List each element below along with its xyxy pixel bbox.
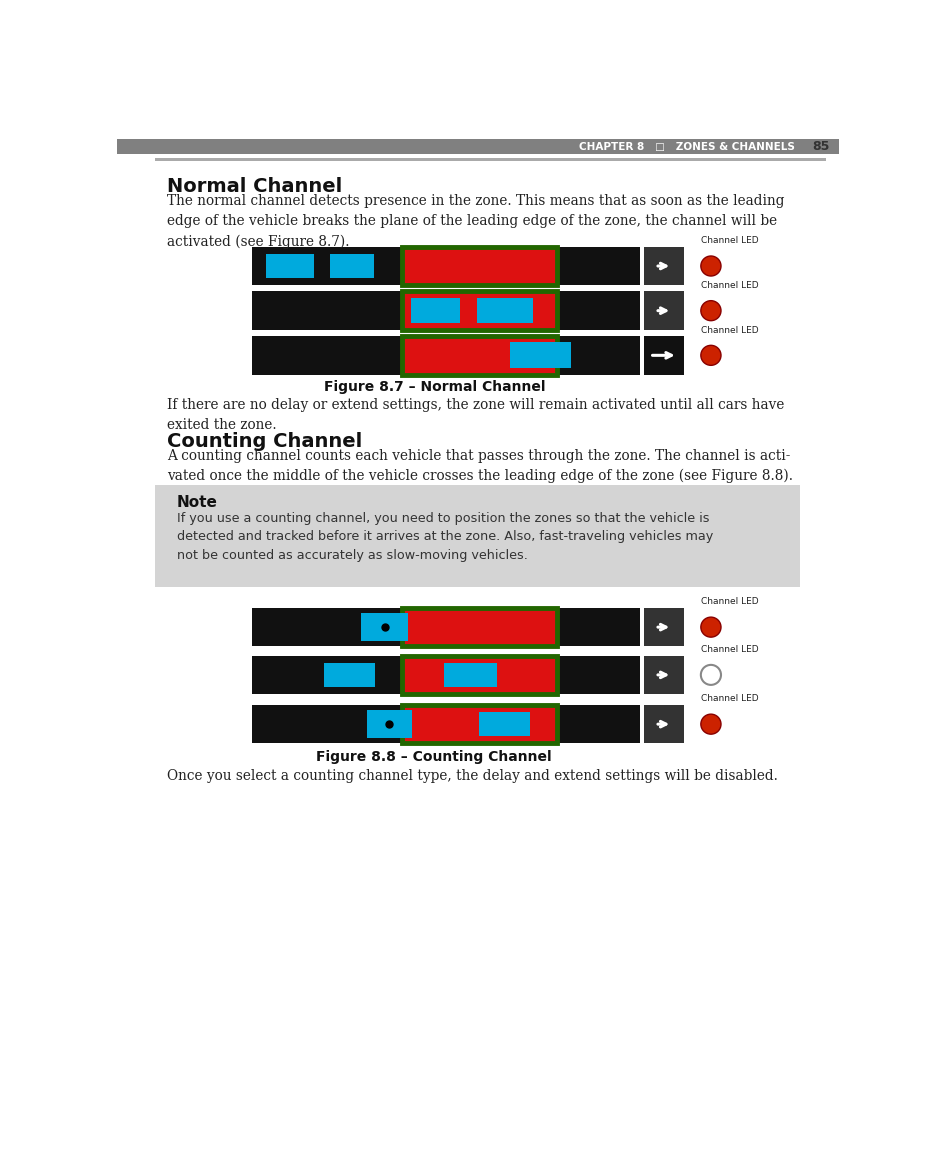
Text: Note: Note [177,494,218,510]
Text: A counting channel counts each vehicle that passes through the zone. The channel: A counting channel counts each vehicle t… [167,448,793,483]
Text: If you use a counting channel, you need to position the zones so that the vehicl: If you use a counting channel, you need … [177,512,713,562]
Bar [253,608,639,646]
Bar [330,254,374,278]
Bar [402,247,556,285]
Bar [402,608,556,646]
Text: Channel LED: Channel LED [701,598,759,607]
Text: Channel LED: Channel LED [701,281,759,290]
Text: CHAPTER 8   □   ZONES & CHANNELS: CHAPTER 8 □ ZONES & CHANNELS [579,141,795,152]
Bar [643,705,684,743]
Text: Figure 8.7 – Normal Channel: Figure 8.7 – Normal Channel [323,380,545,394]
Bar [402,336,556,374]
Bar [362,614,408,642]
Bar [253,247,639,285]
Bar [402,292,556,330]
Circle shape [701,256,721,276]
Text: Channel LED: Channel LED [701,645,759,654]
Text: Figure 8.8 – Counting Channel: Figure 8.8 – Counting Channel [317,750,552,764]
Text: Once you select a counting channel type, the delay and extend settings will be d: Once you select a counting channel type,… [167,769,777,783]
Text: The normal channel detects presence in the zone. This means that as soon as the : The normal channel detects presence in t… [167,195,785,249]
Text: If there are no delay or extend settings, the zone will remain activated until a: If there are no delay or extend settings… [167,397,784,432]
Bar [324,662,375,687]
Bar [266,254,314,278]
Bar [643,247,684,285]
Circle shape [701,714,721,734]
Bar [402,705,556,743]
Bar [411,299,459,323]
Text: Normal Channel: Normal Channel [167,177,342,197]
Bar [156,159,826,161]
Bar [510,343,570,368]
Text: Channel LED: Channel LED [701,695,759,703]
Circle shape [701,665,721,684]
Bar [643,336,684,374]
Circle shape [701,345,721,365]
Bar [253,705,639,743]
Bar [253,336,639,374]
Bar [477,299,533,323]
Bar [116,139,839,154]
Text: Counting Channel: Counting Channel [167,432,363,450]
Text: Channel LED: Channel LED [701,325,759,335]
Bar [253,655,639,694]
Circle shape [701,301,721,321]
Bar [156,485,800,587]
Bar [253,292,639,330]
Circle shape [701,617,721,637]
Bar [643,292,684,330]
Bar [402,655,556,694]
Bar [643,655,684,694]
Bar [367,710,412,738]
Text: Channel LED: Channel LED [701,236,759,245]
Bar [445,662,497,687]
Bar [479,712,529,736]
Bar [643,608,684,646]
Text: 85: 85 [812,140,829,153]
